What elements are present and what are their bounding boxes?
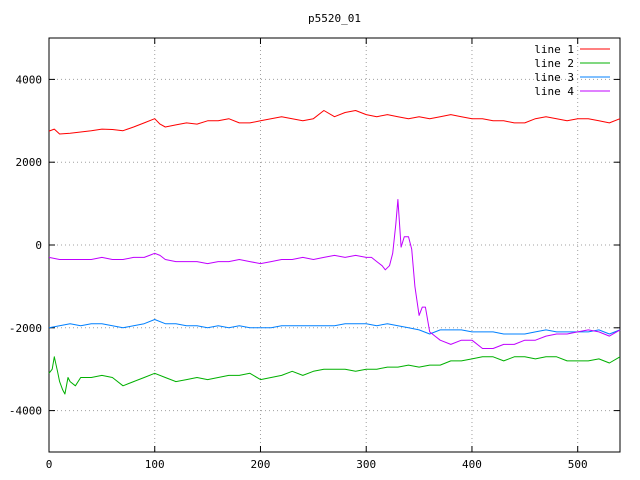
x-tick-label: 500 — [568, 458, 588, 471]
axis-ticks — [48, 38, 620, 452]
y-tick-label: 2000 — [16, 156, 43, 169]
x-tick-label: 100 — [145, 458, 165, 471]
plot-frame — [48, 37, 621, 453]
chart-title: p5520_01 — [308, 12, 361, 25]
y-axis-tick-labels: -4000 -2000 0 2000 4000 — [9, 73, 42, 417]
series-line-2 — [48, 356, 621, 395]
series-line-4 — [48, 199, 621, 349]
x-tick-label: 0 — [46, 458, 53, 471]
legend-label-3: line 3 — [534, 71, 574, 84]
x-tick-label: 200 — [251, 458, 271, 471]
y-tick-label: 4000 — [16, 73, 43, 86]
y-tick-label: 0 — [35, 239, 42, 252]
y-tick-label: -4000 — [9, 405, 42, 418]
legend-label-4: line 4 — [534, 85, 574, 98]
y-tick-label: -2000 — [9, 322, 42, 335]
x-axis-tick-labels: 0 100 200 300 400 500 — [46, 458, 588, 471]
x-tick-label: 400 — [462, 458, 482, 471]
legend-label-2: line 2 — [534, 57, 574, 70]
series-lines — [48, 110, 621, 395]
legend-label-1: line 1 — [534, 43, 574, 56]
series-line-1 — [48, 110, 621, 135]
series-line-3 — [48, 319, 621, 335]
grid-lines — [49, 38, 620, 452]
x-tick-label: 300 — [356, 458, 376, 471]
